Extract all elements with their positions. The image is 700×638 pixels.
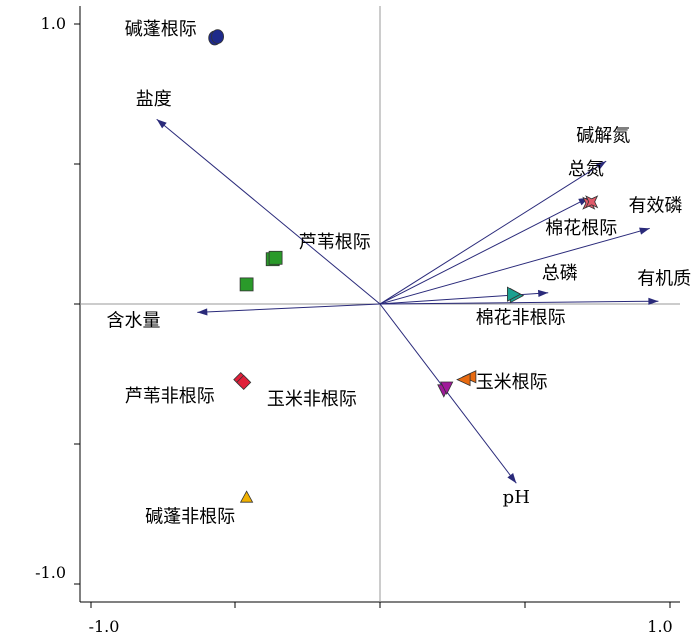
sample-point xyxy=(236,374,252,390)
sample-group-label: 芦苇根际 xyxy=(299,232,371,253)
vector-arrowhead xyxy=(595,161,607,170)
sample-point xyxy=(239,277,254,292)
sample-group-label: 碱蓬非根际 xyxy=(145,506,235,527)
vector-line xyxy=(379,227,650,305)
x-tick-label-right: 1.0 xyxy=(647,617,672,636)
vector-arrowhead xyxy=(507,473,517,484)
vector-arrowhead xyxy=(156,119,167,129)
vector-label: 含水量 xyxy=(107,310,161,331)
vector-line xyxy=(197,303,381,313)
sample-point xyxy=(268,250,283,265)
sample-point xyxy=(239,490,254,503)
sample-group-label: 玉米非根际 xyxy=(267,389,357,410)
vector-label: pH xyxy=(503,487,530,508)
vector-label: 有效磷 xyxy=(629,196,683,217)
vector-line xyxy=(379,160,607,305)
vector-label: 总氮 xyxy=(568,159,604,180)
vector-label: 碱解氮 xyxy=(576,126,630,147)
vector-label: 盐度 xyxy=(136,89,172,110)
sample-group-label: 棉花非根际 xyxy=(476,308,566,329)
vector-line xyxy=(156,118,381,305)
sample-point xyxy=(506,286,522,302)
sample-group-label: 棉花根际 xyxy=(545,218,617,239)
sample-group-label: 芦苇非根际 xyxy=(125,386,215,407)
vector-arrowhead xyxy=(639,227,650,235)
vector-line xyxy=(379,303,517,484)
y-tick-label-top: 1.0 xyxy=(41,14,66,33)
vector-arrowhead xyxy=(648,297,659,305)
sample-point xyxy=(456,372,471,387)
vector-label: 有机质 xyxy=(637,268,691,289)
sample-group-label: 碱蓬根际 xyxy=(125,19,197,40)
x-tick-label-left: -1.0 xyxy=(89,617,120,636)
sample-point xyxy=(440,381,454,395)
vector-label: 总磷 xyxy=(542,263,578,284)
y-tick-label-bottom: -1.0 xyxy=(35,563,66,582)
vector-line xyxy=(379,300,659,305)
sample-point xyxy=(585,195,599,209)
sample-group-label: 玉米根际 xyxy=(476,372,548,393)
sample-point xyxy=(211,29,225,44)
vector-line xyxy=(379,197,590,305)
vector-arrowhead xyxy=(197,308,208,316)
vector-arrowhead xyxy=(537,289,549,298)
